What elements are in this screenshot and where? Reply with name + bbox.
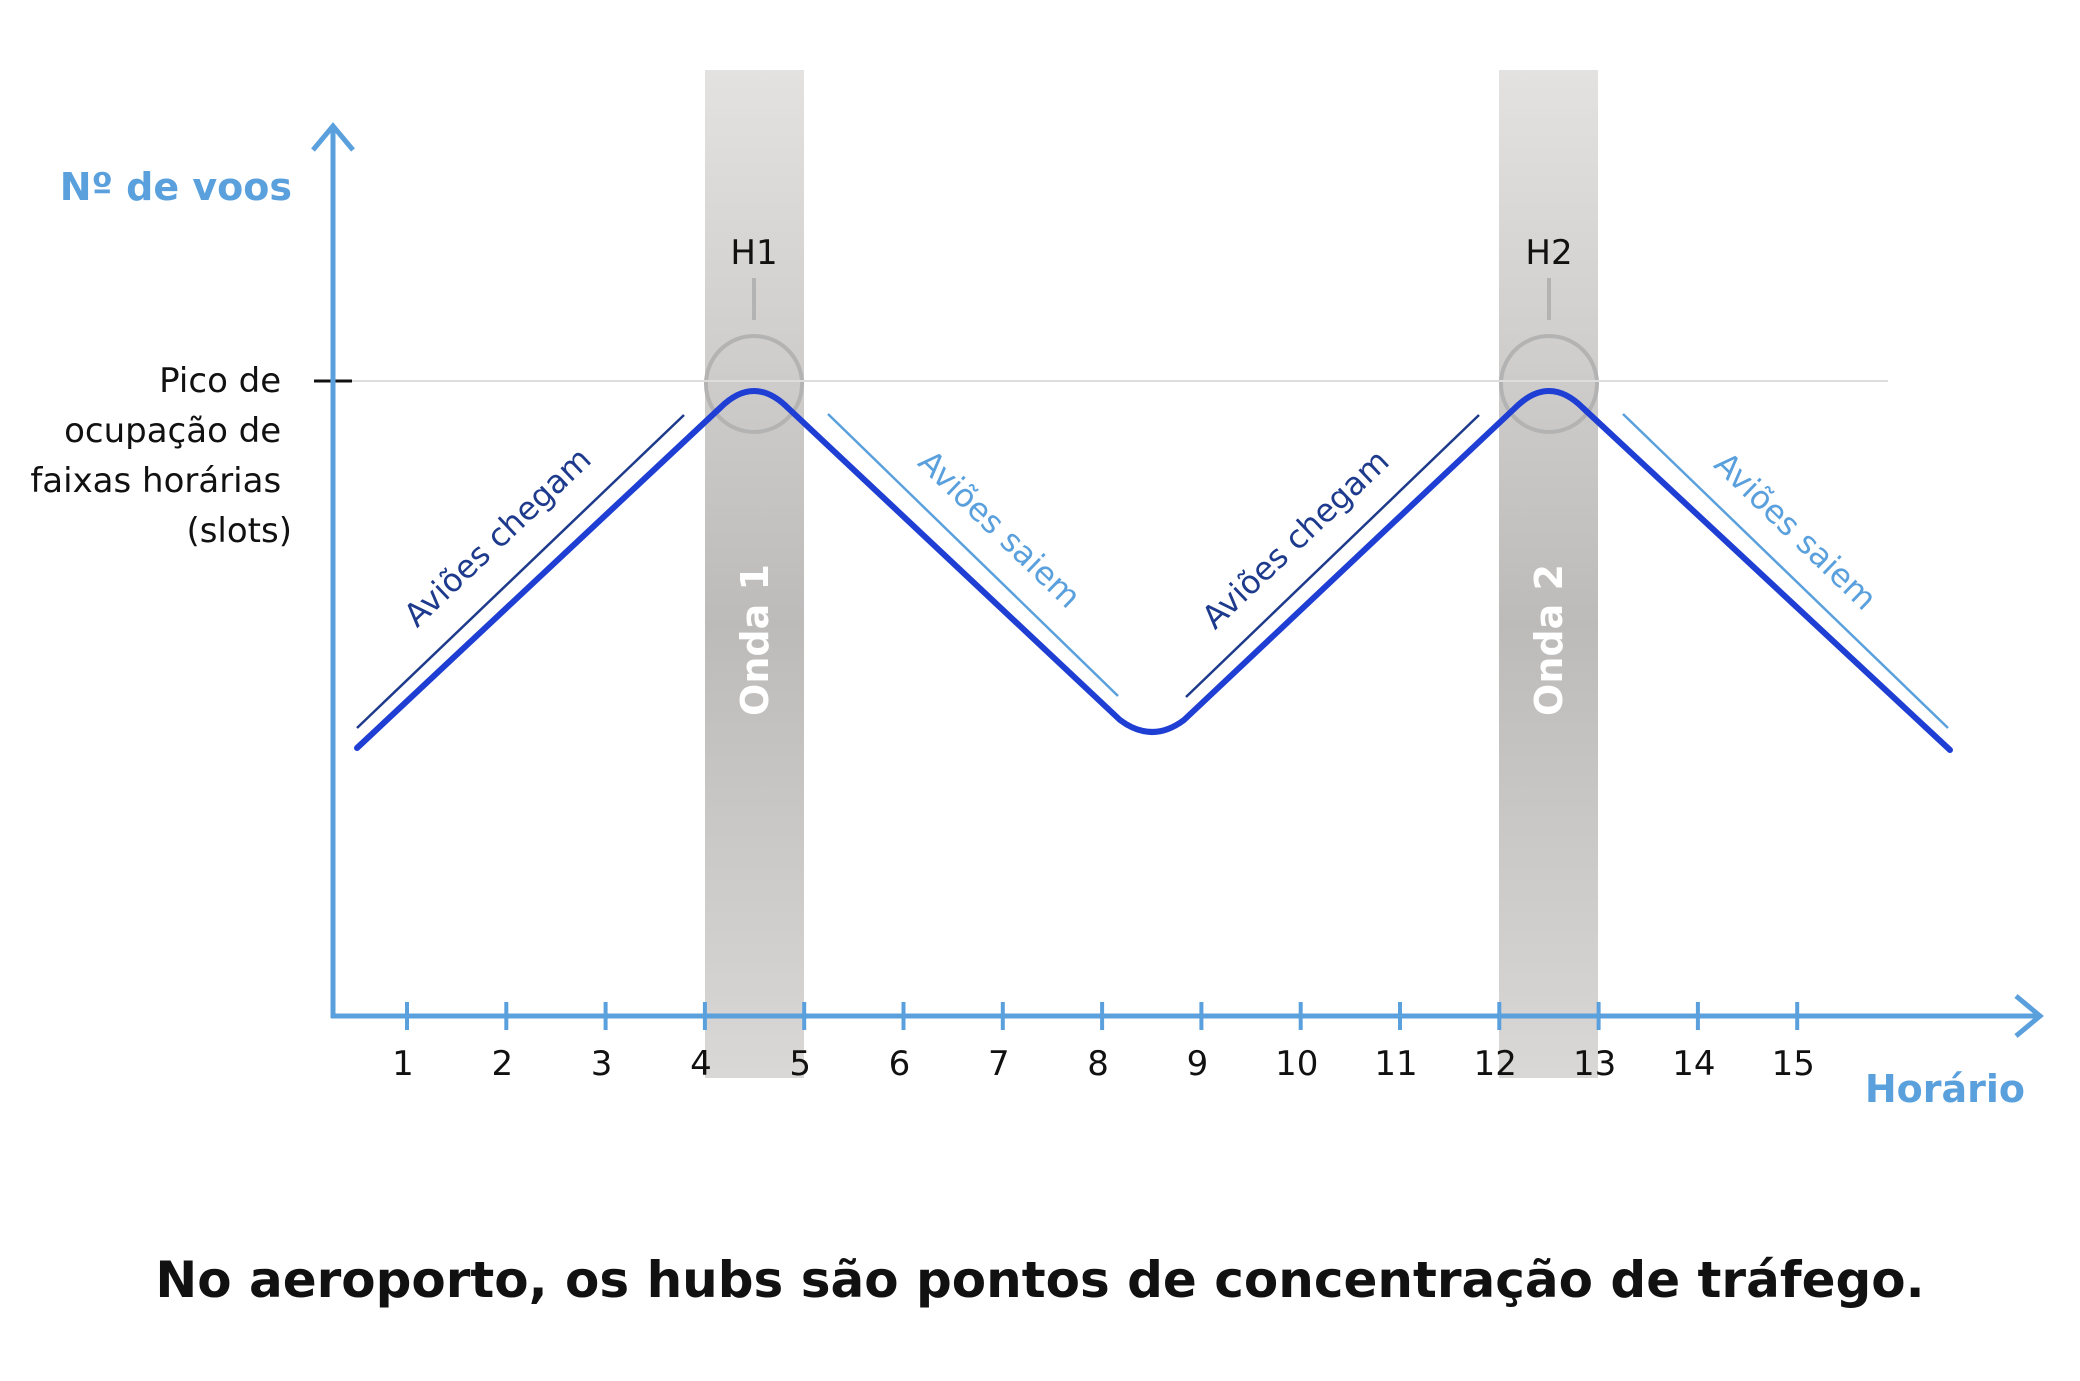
depart-label-2: Aviões saiem <box>1707 444 1884 617</box>
depart-guide-2 <box>1622 413 1949 729</box>
arrive-label-2: Aviões chegam <box>1194 442 1396 637</box>
x-tick-label: 10 <box>1275 1044 1318 1084</box>
x-tick-label: 14 <box>1672 1044 1715 1084</box>
x-axis-ticks: 1 2 3 4 5 6 7 8 9 10 11 12 13 14 15 <box>392 1002 1815 1084</box>
x-tick-label: 5 <box>789 1044 811 1084</box>
arrive-guide-1 <box>356 414 685 729</box>
x-axis-arrowhead <box>2014 994 2044 1038</box>
hub-label-1: H1 <box>730 233 777 273</box>
wave-band-1 <box>705 70 804 1078</box>
hub-label-2: H2 <box>1525 233 1572 273</box>
arrive-guide-2 <box>1185 414 1480 698</box>
x-tick-label: 7 <box>988 1044 1010 1084</box>
depart-guide-1 <box>827 413 1119 697</box>
wave-1: Onda 1 H1 <box>704 70 804 1078</box>
wave-band-2 <box>1499 70 1598 1078</box>
x-tick-label: 1 <box>392 1044 414 1084</box>
x-tick-label: 6 <box>889 1044 911 1084</box>
peak-marker-2 <box>1499 334 1599 434</box>
x-axis-label: Horário <box>1865 1067 2025 1111</box>
depart-label-1: Aviões saiem <box>911 442 1088 615</box>
y-axis-label: Nº de voos <box>60 165 292 209</box>
wave-2: Onda 2 H2 <box>1499 70 1599 1078</box>
x-tick-label: 4 <box>690 1044 712 1084</box>
caption: No aeroporto, os hubs são pontos de conc… <box>155 1251 1924 1309</box>
x-tick-label: 12 <box>1474 1044 1517 1084</box>
wave-band-label-1: Onda 1 <box>733 564 777 716</box>
y-axis <box>311 122 355 1018</box>
x-axis <box>331 994 2044 1038</box>
x-tick-label: 11 <box>1374 1044 1417 1084</box>
arrive-label-1: Aviões chegam <box>396 440 598 635</box>
x-tick-label: 13 <box>1573 1044 1616 1084</box>
y-axis-arrowhead <box>311 122 355 152</box>
peak-label-line-2: ocupação de <box>64 411 281 451</box>
x-tick-label: 2 <box>491 1044 513 1084</box>
peak-marker-1 <box>704 334 804 434</box>
x-tick-label: 8 <box>1087 1044 1109 1084</box>
x-tick-label: 15 <box>1772 1044 1815 1084</box>
wave-band-label-2: Onda 2 <box>1527 564 1571 716</box>
peak-label: Pico de ocupação de faixas horárias (slo… <box>30 361 292 551</box>
peak-label-line-1: Pico de <box>159 361 281 401</box>
x-tick-label: 3 <box>591 1044 613 1084</box>
peak-label-line-3: faixas horárias <box>30 461 281 501</box>
peak-label-line-4: (slots) <box>186 511 292 551</box>
x-tick-label: 9 <box>1187 1044 1209 1084</box>
flight-count-line <box>354 388 1953 753</box>
